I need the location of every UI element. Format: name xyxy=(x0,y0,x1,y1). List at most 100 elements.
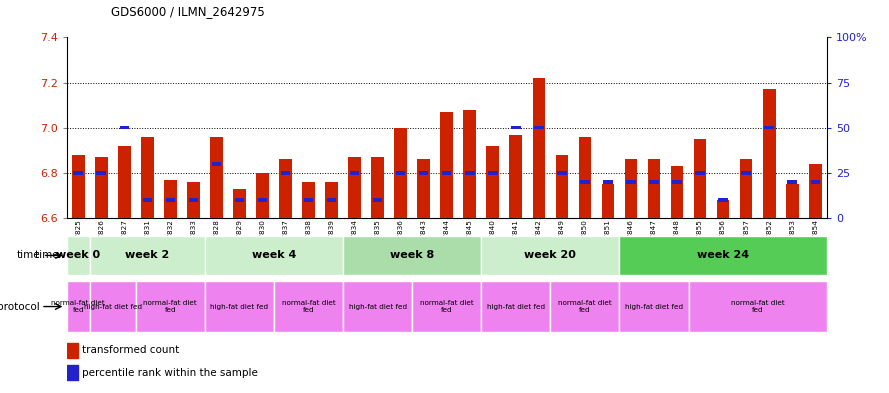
Bar xyxy=(695,171,705,174)
Bar xyxy=(419,171,428,174)
Bar xyxy=(204,281,274,332)
Bar xyxy=(533,78,545,218)
Bar xyxy=(556,155,568,218)
Bar xyxy=(741,171,751,174)
Bar xyxy=(534,126,543,129)
Bar xyxy=(620,281,689,332)
Text: week 2: week 2 xyxy=(125,250,170,261)
Text: week 8: week 8 xyxy=(390,250,435,261)
Bar xyxy=(90,236,204,275)
Text: protocol: protocol xyxy=(0,301,40,312)
Bar xyxy=(620,236,827,275)
Bar xyxy=(142,198,152,202)
Bar xyxy=(325,182,338,218)
Bar xyxy=(718,198,728,202)
Text: transformed count: transformed count xyxy=(83,345,180,355)
Bar xyxy=(625,160,637,218)
Text: week 20: week 20 xyxy=(525,250,576,261)
Bar xyxy=(788,180,797,184)
Bar xyxy=(274,281,343,332)
Bar xyxy=(442,171,452,174)
Text: week 4: week 4 xyxy=(252,250,296,261)
Bar xyxy=(350,171,359,174)
Text: high-fat diet fed: high-fat diet fed xyxy=(211,303,268,310)
Bar xyxy=(279,160,292,218)
Bar xyxy=(67,236,90,275)
Bar xyxy=(488,171,498,174)
Bar xyxy=(372,198,382,202)
Bar xyxy=(67,343,78,358)
Bar xyxy=(809,164,821,218)
Bar xyxy=(648,160,661,218)
Text: high-fat diet fed: high-fat diet fed xyxy=(84,303,142,310)
Bar xyxy=(481,281,550,332)
Bar xyxy=(281,171,290,174)
Bar xyxy=(763,89,775,218)
Bar xyxy=(511,126,521,129)
Bar xyxy=(210,137,223,218)
Bar xyxy=(119,126,129,129)
Bar xyxy=(395,128,407,218)
Bar xyxy=(463,110,477,218)
Text: normal-fat diet
fed: normal-fat diet fed xyxy=(558,300,612,313)
Bar xyxy=(235,198,244,202)
Bar xyxy=(693,139,707,218)
Text: week 24: week 24 xyxy=(697,250,749,261)
Text: normal-fat diet
fed: normal-fat diet fed xyxy=(143,300,197,313)
Bar xyxy=(97,171,106,174)
Bar xyxy=(136,281,204,332)
Text: high-fat diet fed: high-fat diet fed xyxy=(348,303,406,310)
Text: normal-fat diet
fed: normal-fat diet fed xyxy=(282,300,335,313)
Bar xyxy=(74,171,83,174)
Text: high-fat diet fed: high-fat diet fed xyxy=(625,303,683,310)
Text: percentile rank within the sample: percentile rank within the sample xyxy=(83,368,258,378)
Bar xyxy=(486,146,499,218)
Bar xyxy=(118,146,131,218)
Bar xyxy=(509,134,522,218)
Bar xyxy=(689,281,827,332)
Bar xyxy=(188,198,198,202)
Bar xyxy=(233,189,245,218)
Bar xyxy=(256,173,268,218)
Bar xyxy=(412,281,481,332)
Bar xyxy=(304,198,313,202)
Bar xyxy=(557,171,566,174)
Bar xyxy=(604,180,613,184)
Bar xyxy=(649,180,659,184)
Bar xyxy=(417,160,430,218)
Bar xyxy=(67,281,90,332)
Bar xyxy=(602,184,614,218)
Bar xyxy=(481,236,620,275)
Bar xyxy=(786,184,798,218)
Bar xyxy=(212,162,221,165)
Text: high-fat diet fed: high-fat diet fed xyxy=(487,303,545,310)
Bar xyxy=(465,171,475,174)
Text: normal-fat diet
fed: normal-fat diet fed xyxy=(52,300,105,313)
Bar xyxy=(327,198,336,202)
Bar xyxy=(581,180,589,184)
Text: GDS6000 / ILMN_2642975: GDS6000 / ILMN_2642975 xyxy=(111,5,265,18)
Bar xyxy=(717,200,730,218)
Bar xyxy=(67,365,78,380)
Bar xyxy=(372,157,384,218)
Bar xyxy=(670,166,684,218)
Bar xyxy=(396,171,405,174)
Bar xyxy=(811,180,820,184)
Bar xyxy=(765,126,774,129)
Text: week 0: week 0 xyxy=(56,250,100,261)
Bar xyxy=(302,182,315,218)
Bar xyxy=(440,112,453,218)
Text: normal-fat diet
fed: normal-fat diet fed xyxy=(731,300,785,313)
Bar xyxy=(95,157,108,218)
Bar xyxy=(204,236,343,275)
Bar xyxy=(258,198,268,202)
Bar xyxy=(579,137,591,218)
Bar xyxy=(343,281,412,332)
Bar xyxy=(187,182,200,218)
Bar xyxy=(165,198,175,202)
Bar xyxy=(672,180,682,184)
Bar xyxy=(626,180,636,184)
Bar xyxy=(343,236,481,275)
Bar xyxy=(72,155,84,218)
Bar xyxy=(141,137,154,218)
